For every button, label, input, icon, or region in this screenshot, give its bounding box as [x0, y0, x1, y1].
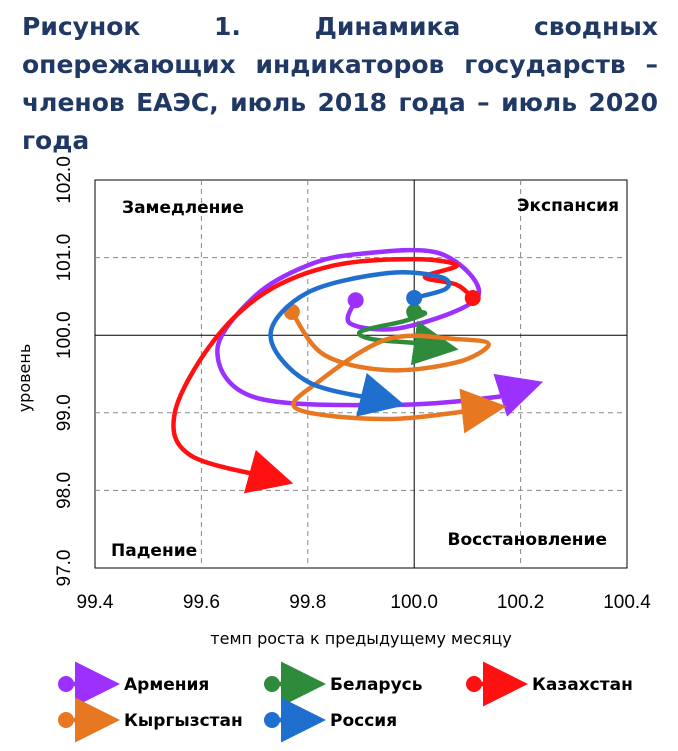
- quadrant-label-top-left: Замедление: [122, 198, 244, 218]
- series-2-start-point: [406, 303, 423, 320]
- legend-item-2-label: Беларусь: [330, 675, 423, 695]
- legend-item-4-dot: [58, 712, 74, 728]
- y-tick-label: 100.0: [54, 311, 75, 359]
- series-5-start-point: [406, 289, 423, 306]
- x-tick-label: 99.6: [183, 592, 220, 613]
- legend-item-5-dot: [264, 712, 280, 728]
- x-tick-label: 100.2: [497, 592, 545, 613]
- legend: Армения Беларусь Казахстан Кыргызстан Россия: [58, 661, 633, 743]
- legend-item-3-dot: [466, 676, 482, 692]
- y-tick-label: 101.0: [54, 234, 75, 282]
- x-axis-label: темп роста к предыдущему месяцу: [210, 629, 511, 648]
- legend-item-1-label: Армения: [124, 675, 209, 695]
- plot-area: [94, 179, 628, 569]
- x-tick-label: 99.4: [77, 592, 114, 613]
- x-tick-labels: 99.4 99.6 99.8 100.0 100.2 100.4: [77, 592, 652, 613]
- chart-title: Рисунок 1. Динамика сводных опережающих …: [22, 12, 658, 155]
- legend-item-2-dot: [264, 676, 280, 692]
- x-tick-label: 99.8: [289, 592, 326, 613]
- y-tick-label: 98.0: [54, 472, 75, 509]
- legend-item-4-label: Кыргызстан: [124, 711, 243, 731]
- legend-item-3-label: Казахстан: [532, 675, 633, 695]
- series-layer: [171, 247, 544, 494]
- y-axis-label: уровень: [15, 344, 34, 413]
- series-1-start-point: [347, 292, 364, 309]
- quadrant-label-bottom-left: Падение: [111, 541, 197, 561]
- series-3-start-point: [464, 289, 481, 306]
- legend-item-5-label: Россия: [330, 711, 397, 731]
- y-tick-label: 97.0: [54, 550, 75, 587]
- series-4-line: [289, 309, 507, 434]
- quadrant-label-top-right: Экспансия: [517, 196, 619, 216]
- y-tick-label: 99.0: [54, 394, 75, 431]
- x-tick-label: 100.0: [390, 592, 438, 613]
- series-3-line: [171, 256, 475, 494]
- x-tick-label: 100.4: [603, 592, 651, 613]
- y-tick-label: 102.0: [54, 156, 75, 204]
- series-2-line: [356, 309, 459, 366]
- series-5-line: [268, 270, 452, 417]
- quadrant-label-bottom-right: Восстановление: [448, 530, 607, 550]
- legend-item-1-dot: [58, 676, 74, 692]
- y-tick-labels: 97.0 98.0 99.0 100.0 101.0 102.0: [54, 156, 75, 586]
